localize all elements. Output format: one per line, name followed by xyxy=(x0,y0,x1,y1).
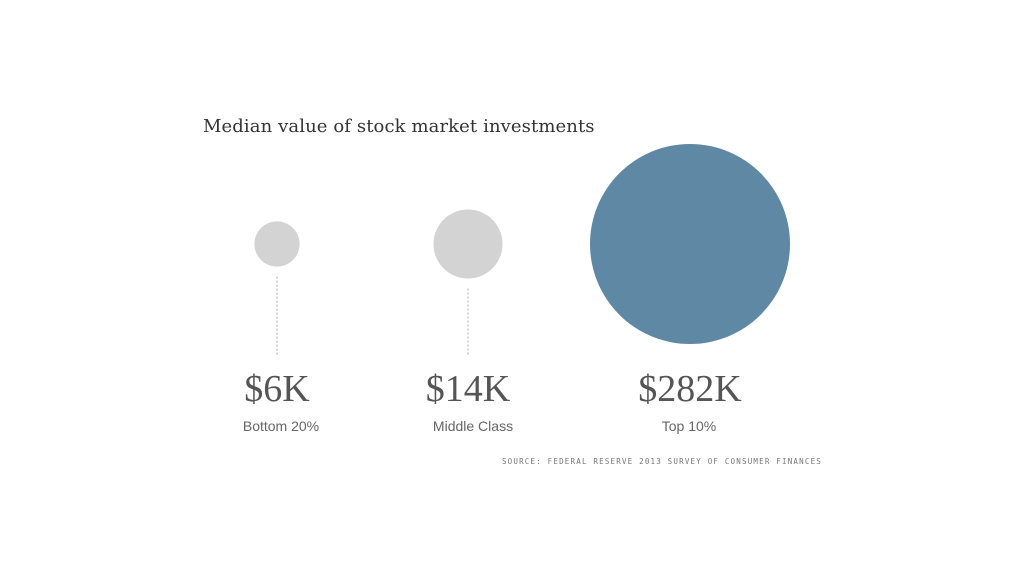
chart-title: Median value of stock market investments xyxy=(203,116,595,137)
bubble-middle-class xyxy=(433,209,503,279)
value-label-middle-class: $14K xyxy=(425,368,511,410)
bubble-bottom-20 xyxy=(254,221,300,267)
category-label-bottom-20: Bottom 20% xyxy=(242,418,320,434)
source-note: SOURCE: FEDERAL RESERVE 2013 SURVEY OF C… xyxy=(501,457,822,466)
value-label-top-10: $282K xyxy=(638,368,742,410)
bubble-top-10 xyxy=(590,144,790,344)
category-label-middle-class: Middle Class xyxy=(432,418,514,434)
category-label-top-10: Top 10% xyxy=(661,418,717,434)
value-label-bottom-20: $6K xyxy=(244,368,310,410)
